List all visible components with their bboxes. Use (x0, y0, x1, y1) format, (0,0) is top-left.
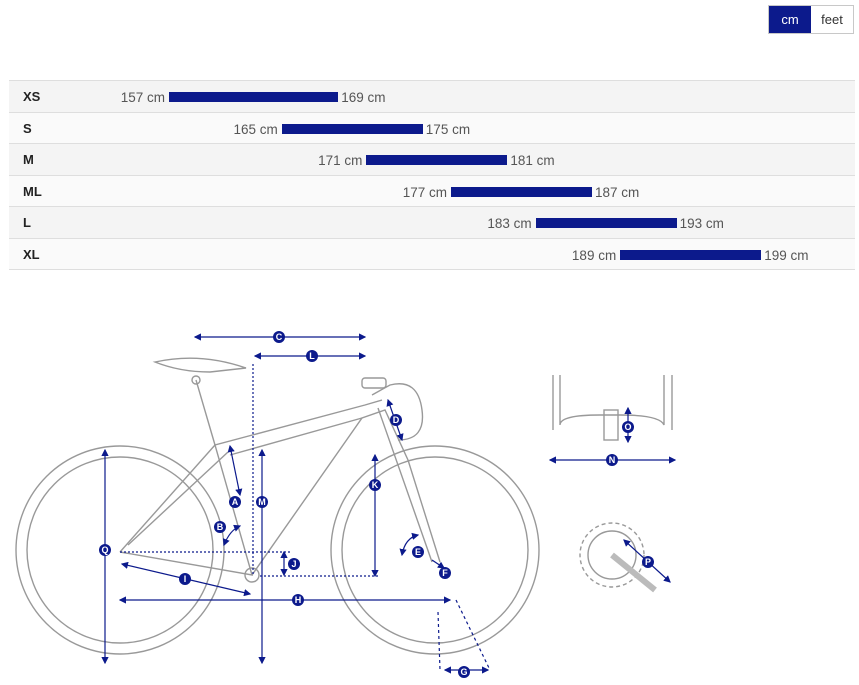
size-label: XS (23, 89, 41, 104)
range-min-label: 177 cm (402, 184, 447, 200)
dim-guide-trail-2 (437, 611, 441, 671)
rear-wheel-inner (26, 456, 214, 644)
range-max-label: 193 cm (679, 216, 724, 232)
svg-text:Q: Q (101, 545, 108, 555)
bike-frame-drawing (15, 357, 540, 655)
marker-k: K (369, 479, 381, 491)
size-label: M (23, 152, 34, 168)
range-bar (366, 155, 508, 166)
svg-text:F: F (442, 568, 448, 578)
marker-q: Q (99, 544, 111, 556)
front-wheel-inner (341, 456, 529, 644)
size-row-ml: ML 177 cm 187 cm (9, 174, 855, 207)
svg-text:D: D (393, 415, 400, 425)
svg-text:P: P (645, 557, 651, 567)
chainring-drawing (579, 522, 657, 593)
svg-text:B: B (217, 522, 224, 532)
marker-g: G (458, 666, 470, 678)
rear-wheel-outer (15, 445, 225, 655)
seat-clamp (191, 375, 201, 385)
range-min-label: 157 cm (120, 90, 165, 105)
range-min-label: 171 cm (318, 153, 363, 169)
marker-d: D (390, 414, 402, 426)
unit-feet-button[interactable]: feet (811, 6, 853, 33)
unit-toggle: cm feet (768, 5, 854, 34)
frame-inner-lines (127, 417, 363, 546)
stem (361, 377, 387, 389)
svg-text:J: J (291, 559, 296, 569)
range-max-label: 199 cm (764, 247, 809, 263)
range-bar (535, 218, 677, 229)
size-label: S (23, 120, 32, 136)
svg-text:M: M (258, 497, 266, 507)
size-row-l: L 183 cm 193 cm (9, 206, 855, 238)
dim-line-e (399, 532, 420, 557)
seat-stay (119, 444, 216, 553)
marker-p: P (642, 556, 654, 568)
size-row-xl: XL 189 cm 199 cm (9, 237, 855, 270)
size-row-xs: XS 157 cm 169 cm (9, 80, 855, 112)
marker-i: I (179, 573, 191, 585)
dim-line-f (431, 559, 445, 569)
range-max-label: 181 cm (510, 153, 555, 169)
marker-m: M (256, 496, 268, 508)
fork-inner (377, 407, 433, 563)
size-row-s: S 165 cm 175 cm (9, 111, 855, 144)
dim-guide-trail-1 (455, 599, 491, 671)
range-bar (451, 186, 592, 197)
marker-f: F (439, 567, 451, 579)
marker-l: L (306, 350, 318, 362)
marker-a: A (229, 496, 241, 508)
range-min-label: 183 cm (487, 216, 532, 232)
svg-text:C: C (276, 332, 283, 342)
size-row-m: M 171 cm 181 cm (9, 143, 855, 175)
svg-text:H: H (295, 595, 302, 605)
marker-c: C (273, 331, 285, 343)
marker-b: B (214, 521, 226, 533)
size-chart-table: XS 157 cm 169 cm S 165 cm 175 cm M 171 cm 181 cm… (9, 80, 855, 270)
range-min-label: 165 cm (233, 121, 278, 137)
handlebar-stem-front (603, 409, 619, 441)
range-bar (281, 123, 423, 134)
svg-text:E: E (415, 547, 421, 557)
svg-text:A: A (232, 497, 239, 507)
svg-text:G: G (460, 667, 467, 677)
dim-line-a (227, 444, 243, 497)
marker-o: O (622, 421, 634, 433)
range-max-label: 175 cm (425, 121, 471, 137)
size-label: ML (23, 183, 42, 199)
svg-text:O: O (624, 422, 631, 432)
range-max-label: 169 cm (341, 90, 386, 105)
down-tube-fork (251, 409, 441, 576)
dimension-lines (101, 333, 677, 674)
marker-j: J (288, 558, 300, 570)
range-max-label: 187 cm (595, 184, 640, 200)
size-label: L (23, 215, 31, 231)
size-label: XL (23, 246, 40, 262)
marker-n: N (606, 454, 618, 466)
seatpost (195, 379, 216, 446)
unit-cm-button[interactable]: cm (769, 6, 811, 33)
marker-h: H (292, 594, 304, 606)
saddle (152, 357, 247, 373)
range-min-label: 189 cm (571, 247, 617, 263)
svg-text:N: N (609, 455, 616, 465)
bike-geometry-diagram: C L D O N K A M B Q E J P F I H G (15, 331, 677, 678)
dim-line-b (222, 524, 242, 547)
front-wheel-outer (330, 445, 540, 655)
range-bar (620, 249, 762, 260)
handlebar (371, 383, 424, 441)
dimension-markers: C L D O N K A M B Q E J P F I H G (99, 331, 654, 678)
svg-text:L: L (309, 351, 315, 361)
svg-text:K: K (372, 480, 379, 490)
range-bar (169, 92, 339, 102)
handlebar-shape (552, 375, 673, 430)
svg-text:I: I (184, 574, 187, 584)
handlebar-front-view (552, 375, 673, 441)
marker-e: E (412, 546, 424, 558)
